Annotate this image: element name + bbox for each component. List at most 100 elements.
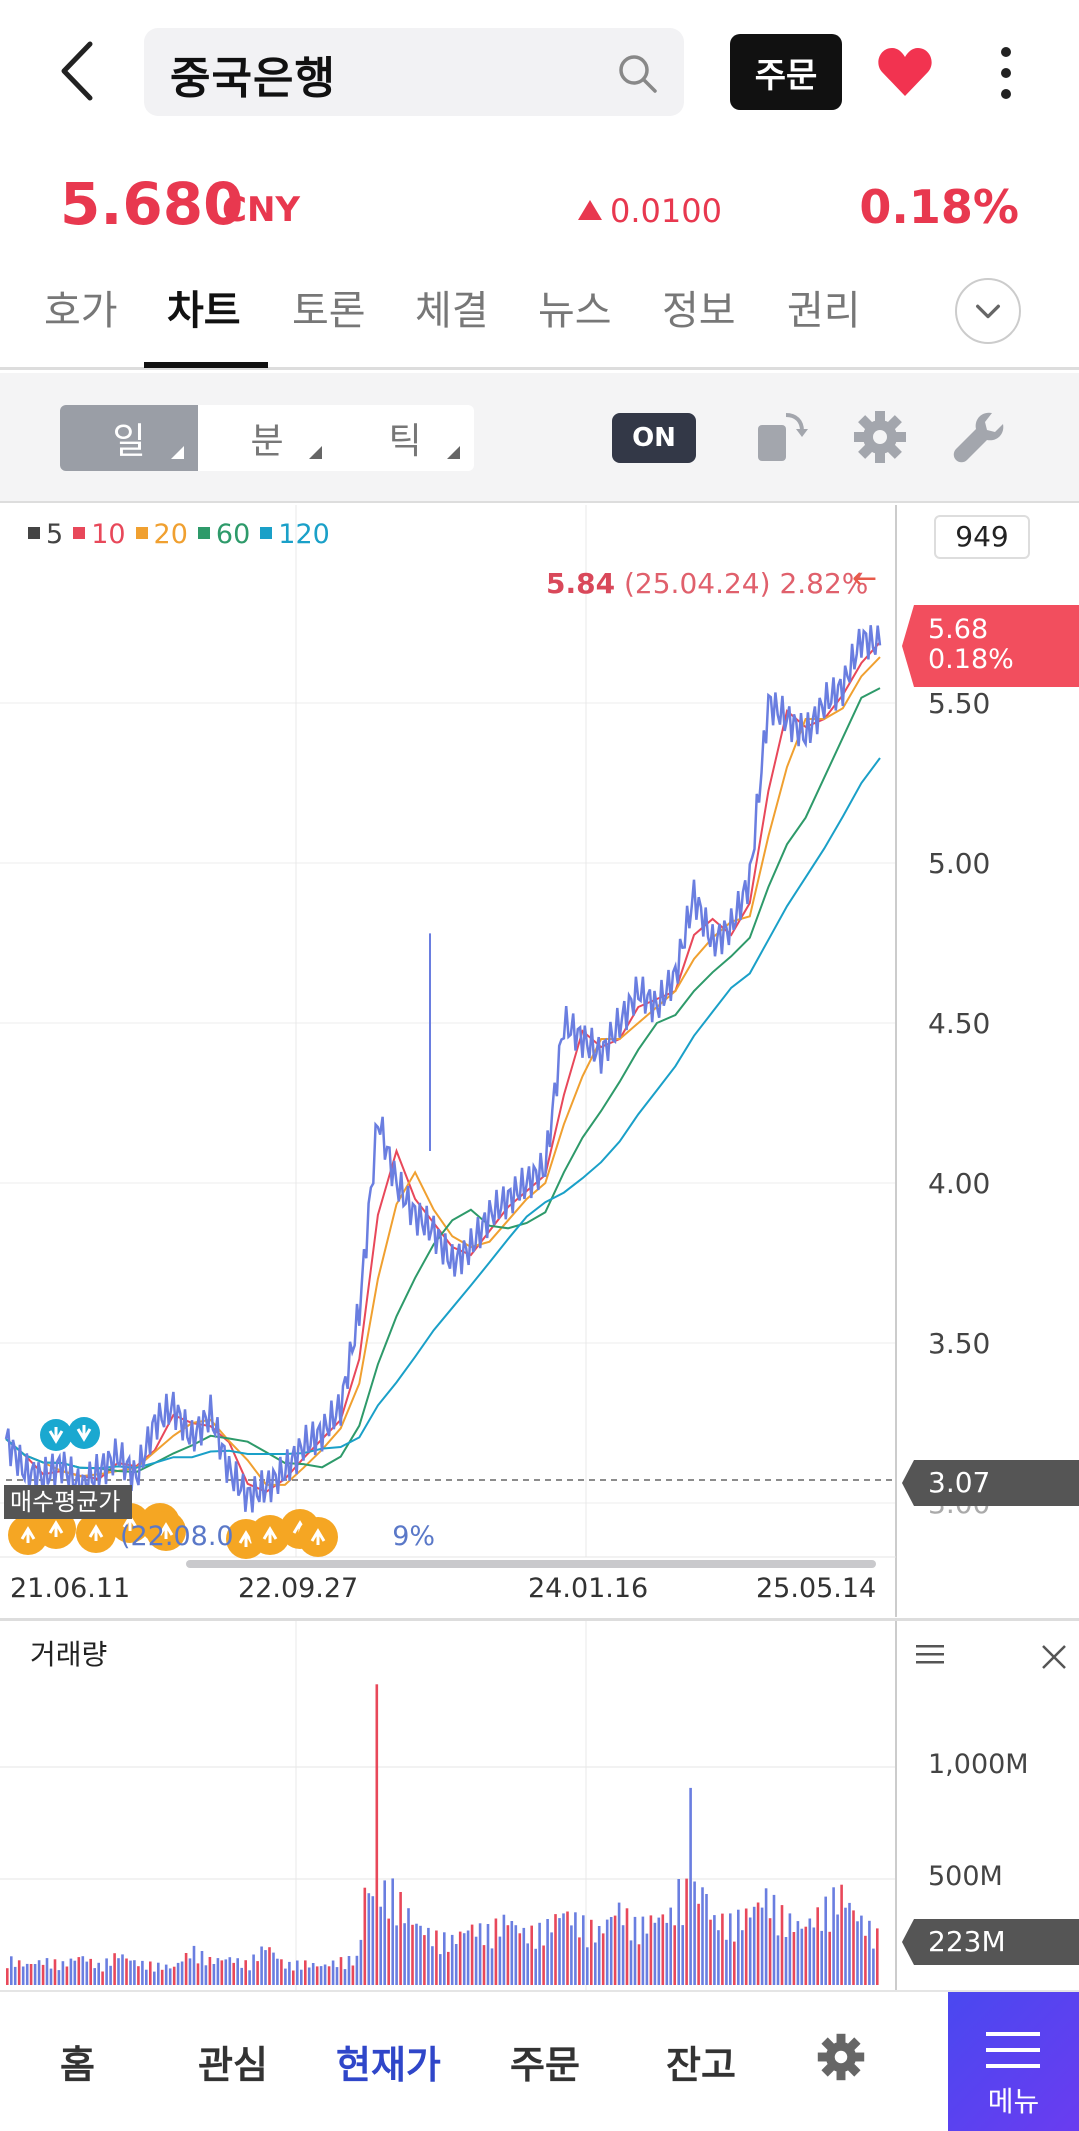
volume-bar [641, 1916, 645, 1985]
volume-bar [335, 1967, 339, 1985]
volume-bar [105, 1958, 108, 1985]
nav-home[interactable]: 홈 [60, 2043, 95, 2087]
gear-icon[interactable] [852, 409, 908, 465]
volume-bar [594, 1942, 597, 1985]
volume-bar [125, 1958, 128, 1985]
volume-bar [458, 1931, 462, 1985]
period-tick-label: 틱 [388, 421, 422, 462]
volume-bar [57, 1970, 61, 1985]
volume-bar [741, 1930, 744, 1985]
wrench-icon[interactable] [952, 409, 1008, 465]
period-tick[interactable]: 틱 [336, 405, 474, 471]
high-price-label: 5.84 (25.04.24) 2.82% [546, 567, 868, 600]
volume-bar [657, 1917, 661, 1985]
legend-label: 5 [46, 519, 64, 550]
volume-bar [764, 1888, 768, 1985]
nav-watchlist[interactable]: 관심 [198, 2043, 268, 2087]
volume-bar [518, 1933, 522, 1985]
volume-bar [482, 1945, 486, 1985]
volume-bar [852, 1910, 855, 1985]
volume-bar [212, 1964, 216, 1985]
indicator-toggle[interactable]: ON [612, 413, 696, 463]
volume-bar [713, 1915, 716, 1985]
volume-bar [522, 1927, 526, 1985]
legend-label: 60 [215, 519, 251, 550]
buy-average-label: 매수평균가 [4, 1485, 132, 1519]
heart-icon[interactable] [876, 44, 934, 98]
kebab-icon[interactable] [986, 44, 1026, 102]
volume-bar [351, 1965, 355, 1985]
volume-bar [605, 1919, 609, 1985]
volume-bar [864, 1935, 867, 1985]
volume-bar [701, 1887, 704, 1985]
low-pct: 9% [392, 1521, 436, 1552]
volume-bar [307, 1967, 311, 1985]
chevron-left-icon[interactable] [50, 36, 110, 106]
volume-bar [367, 1893, 371, 1985]
tab-trades[interactable]: 체결 [415, 288, 489, 334]
volume-bar [685, 1878, 688, 1985]
gear-icon[interactable] [816, 2032, 866, 2082]
tab-discussion[interactable]: 토론 [292, 288, 366, 334]
volume-bar [796, 1921, 800, 1985]
nav-current-price[interactable]: 현재가 [336, 2043, 441, 2087]
volume-bar [204, 1965, 208, 1985]
tab-rights[interactable]: 권리 [787, 288, 861, 334]
tab-info[interactable]: 정보 [662, 288, 736, 334]
volume-bar [681, 1925, 684, 1985]
price-chart-canvas[interactable] [0, 505, 1079, 1617]
volume-bar [574, 1912, 577, 1985]
arrow-up-icon [238, 1530, 254, 1547]
zoom-level[interactable]: 949 [934, 515, 1030, 559]
volume-bar [872, 1948, 875, 1985]
volume-panel[interactable]: 거래량 1,000M 500M 223M [0, 1618, 1079, 1993]
volume-bar [788, 1913, 792, 1985]
volume-bar [411, 1924, 414, 1985]
rotate-screen-icon[interactable] [752, 409, 808, 465]
arrow-up-icon [20, 1526, 36, 1543]
volume-bar [375, 1684, 379, 1985]
close-icon[interactable] [1040, 1643, 1068, 1671]
nav-order[interactable]: 주문 [510, 2043, 580, 2087]
order-button[interactable]: 주문 [730, 34, 842, 110]
period-selector: 일 분 틱 [60, 405, 474, 471]
price-chart[interactable]: 5 10 20 60 120 949 5.84 (25.04.24) 2.82% ← 5… [0, 505, 1079, 1617]
tab-chart[interactable]: 차트 [167, 288, 241, 334]
volume-bar [756, 1902, 760, 1985]
volume-bar [391, 1878, 394, 1985]
price-series-line [4, 625, 882, 1513]
period-minute[interactable]: 분 [198, 405, 336, 471]
chevron-down-icon[interactable] [955, 278, 1021, 344]
legend-label: 10 [91, 519, 126, 550]
chart-scrollbar[interactable] [186, 1560, 876, 1568]
volume-bar [49, 1968, 53, 1985]
volume-chart-canvas[interactable] [0, 1621, 1079, 1993]
volume-bar [621, 1925, 625, 1985]
volume-bar [609, 1917, 613, 1985]
nav-balance[interactable]: 잔고 [666, 2043, 736, 2087]
volume-bar [311, 1963, 315, 1985]
corner-triangle-icon [171, 446, 184, 459]
menu-icon[interactable] [916, 1643, 946, 1667]
corner-triangle-icon [447, 446, 460, 459]
menu-button[interactable]: 메뉴 [948, 1992, 1079, 2131]
volume-bar [399, 1892, 402, 1985]
volume-bar [558, 1918, 561, 1985]
volume-bar [554, 1914, 557, 1985]
volume-bar [232, 1962, 235, 1985]
tab-news[interactable]: 뉴스 [538, 288, 612, 334]
volume-bar [876, 1928, 879, 1985]
volume-bar [172, 1966, 176, 1985]
volume-bar [272, 1952, 275, 1985]
volume-bar [264, 1950, 267, 1985]
volume-bar [808, 1918, 812, 1985]
volume-bar [89, 1958, 92, 1985]
period-day[interactable]: 일 [60, 405, 198, 471]
volume-bar [141, 1960, 144, 1985]
tab-hoga[interactable]: 호가 [44, 288, 118, 334]
search-icon[interactable] [616, 52, 658, 94]
volume-bar [395, 1925, 398, 1985]
low-date: (22.08.0 [120, 1521, 234, 1552]
stock-search-box[interactable]: 중국은행 [144, 28, 684, 116]
active-tab-indicator [144, 362, 268, 368]
